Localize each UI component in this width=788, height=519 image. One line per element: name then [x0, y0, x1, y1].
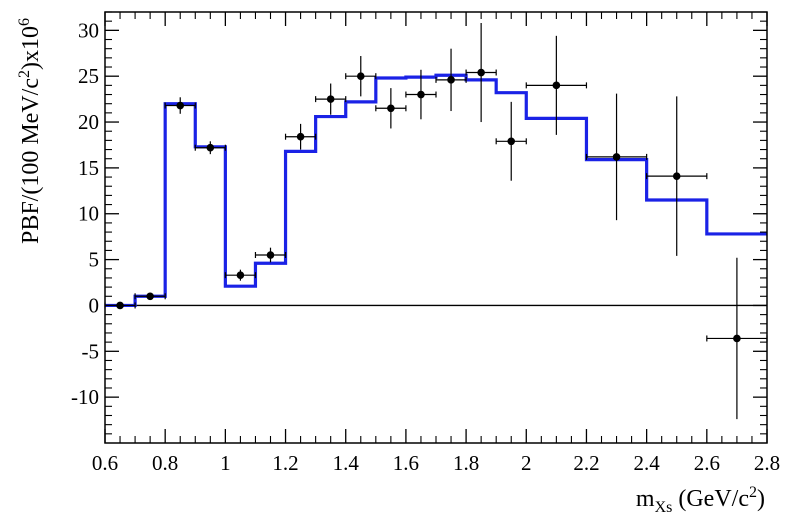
data-marker: [356, 72, 365, 80]
data-marker: [612, 153, 621, 161]
data-point-10: [375, 88, 407, 129]
y-axis: -10 -5 0 5 10 15 20 25 30: [71, 11, 767, 435]
x-tick-label: 1.6: [393, 451, 419, 475]
data-marker: [206, 143, 215, 152]
x-axis-title-sub: Xs: [655, 499, 673, 516]
y-axis-title-sup1: 2: [16, 70, 33, 78]
data-point-12: [435, 48, 467, 112]
data-marker: [146, 292, 154, 301]
data-point-7: [284, 123, 317, 150]
y-tick-label: 10: [78, 202, 99, 226]
data-point-16: [585, 93, 648, 221]
y-tick-label: 15: [78, 156, 99, 180]
y-axis-title: PBF/(100 MeV/c2)x106: [16, 18, 44, 244]
data-point-15: [525, 35, 588, 135]
data-marker: [387, 104, 395, 113]
data-point-2: [134, 292, 166, 301]
y-tick-label: -10: [71, 385, 99, 409]
data-marker: [552, 81, 561, 90]
x-axis: 0.6 0.8 1 1.2 1.4 1.6 1.8 2 2.2 2.4 2.6 2.8: [92, 12, 780, 475]
y-axis-title-main: PBF/(100 MeV/c: [18, 78, 44, 244]
x-tick-label: 2.6: [694, 451, 720, 475]
data-marker: [266, 251, 275, 259]
x-tick-label: 1.4: [333, 451, 360, 475]
x-tick-label: 1.2: [272, 451, 298, 475]
data-point-13: [465, 23, 497, 123]
y-tick-label: 25: [78, 64, 99, 88]
y-tick-label: 0: [89, 293, 100, 317]
data-marker: [176, 101, 185, 110]
x-axis-title-main: m: [636, 486, 655, 512]
x-tick-label: 2: [521, 451, 532, 475]
data-marker: [477, 68, 485, 77]
x-tick-label: 2.8: [754, 451, 780, 475]
data-point-17: [646, 96, 708, 256]
x-axis-title-unit-sup: 2: [749, 484, 757, 501]
data-point-14: [495, 101, 527, 181]
data-marker: [733, 334, 741, 343]
y-tick-label: -5: [82, 339, 100, 363]
data-marker: [507, 137, 516, 146]
data-point-3: [164, 97, 196, 114]
y-tick-label: 20: [78, 110, 99, 134]
x-axis-title-unit: (GeV/c: [672, 486, 749, 512]
data-marker: [116, 301, 124, 310]
data-point-4: [194, 141, 226, 155]
data-point-8: [315, 83, 347, 115]
model-step-series: [105, 73, 767, 308]
y-tick-label: 30: [78, 18, 99, 42]
x-tick-label: 1.8: [453, 451, 479, 475]
x-tick-label: 0.8: [152, 451, 178, 475]
x-tick-label: 0.6: [92, 451, 118, 475]
y-tick-label: 5: [89, 248, 100, 272]
data-marker: [672, 172, 681, 180]
data-point-9: [345, 56, 377, 97]
y-axis-title-sup2: 6: [16, 18, 33, 26]
data-marker: [326, 95, 335, 103]
data-point-11: [405, 69, 437, 120]
data-marker: [447, 76, 455, 84]
x-tick-label: 1: [220, 451, 231, 475]
data-marker: [417, 90, 425, 99]
data-marker: [296, 132, 305, 141]
x-tick-label: 2.4: [634, 451, 661, 475]
x-tick-label: 2.2: [573, 451, 599, 475]
y-axis-title-mid: )x10: [18, 26, 44, 70]
data-marker: [236, 271, 245, 279]
x-axis-title: mXs (GeV/c2): [636, 484, 765, 516]
data-point-6: [254, 247, 287, 263]
x-axis-title-unit-close: ): [757, 486, 765, 512]
data-point-5: [224, 269, 257, 281]
model-step-line: [105, 73, 767, 308]
